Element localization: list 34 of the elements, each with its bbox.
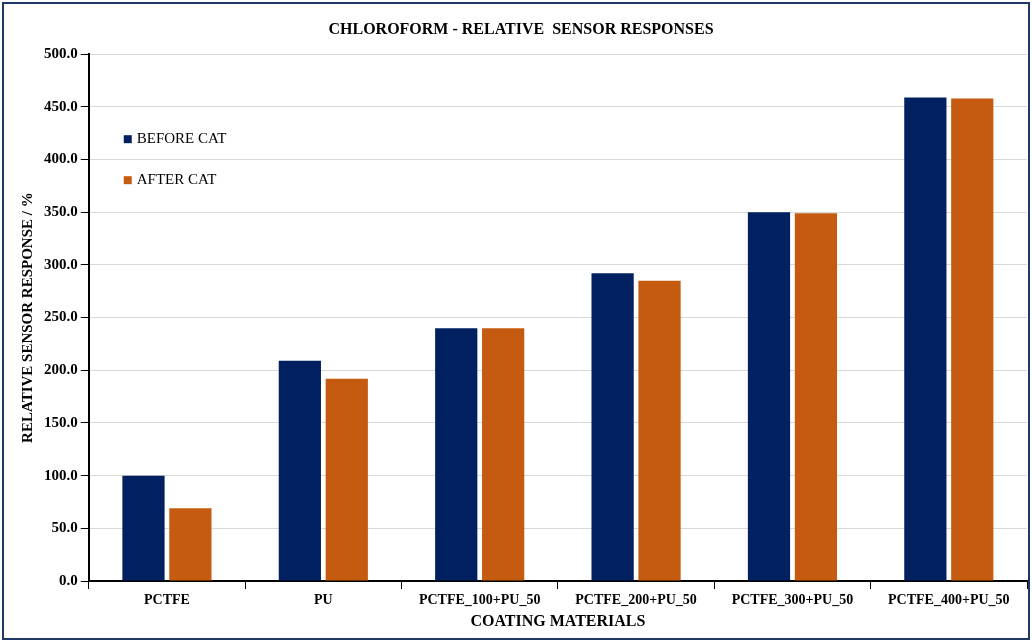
- bar: [482, 328, 525, 581]
- x-tick-label: PCTFE: [143, 592, 190, 608]
- bar: [951, 98, 994, 581]
- legend-label: BEFORE CAT: [136, 130, 227, 147]
- y-tick-label: 50.0: [51, 519, 78, 536]
- y-tick-label: 0.0: [59, 571, 78, 588]
- bar: [122, 475, 165, 581]
- y-tick-label: 500.0: [44, 45, 78, 62]
- x-tick-label: PU: [313, 592, 333, 608]
- bar: [794, 213, 837, 581]
- bar: [747, 212, 791, 581]
- x-tick-label: PCTFE_100+PU_50: [418, 592, 541, 608]
- y-axis-title: RELATIVE SENSOR RESPONSE / %: [18, 192, 35, 443]
- bar: [278, 360, 321, 581]
- bar: [638, 280, 681, 581]
- bar: [435, 328, 478, 581]
- bar: [904, 97, 947, 581]
- x-tick-label: PCTFE_400+PU_50: [888, 592, 1010, 608]
- y-tick-label: 100.0: [44, 466, 78, 483]
- y-tick-label: 200.0: [44, 361, 78, 378]
- bar: [169, 508, 212, 581]
- chart-title: CHLOROFORM - RELATIVE SENSOR RESPONSES: [328, 19, 714, 37]
- y-tick-label: 400.0: [44, 150, 78, 167]
- x-tick-label: PCTFE_200+PU_50: [575, 592, 697, 608]
- bar: [591, 273, 634, 581]
- x-axis-title: COATING MATERIALS: [470, 611, 646, 629]
- legend-label: AFTER CAT: [136, 171, 217, 188]
- y-tick-label: 150.0: [44, 413, 78, 430]
- y-tick-label: 350.0: [44, 203, 78, 220]
- x-tick-label: PCTFE_300+PU_50: [731, 592, 854, 608]
- y-tick-label: 450.0: [44, 97, 78, 114]
- bar: [325, 378, 368, 581]
- y-tick-label: 250.0: [44, 308, 78, 325]
- y-tick-label: 300.0: [44, 255, 78, 272]
